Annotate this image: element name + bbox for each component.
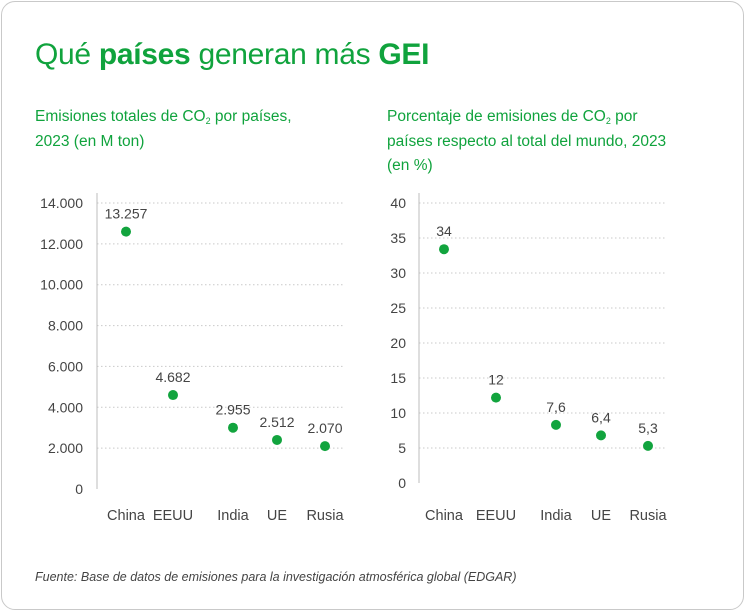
right-y-tick-label: 15 <box>390 370 406 386</box>
left-y-tick-label: 14.000 <box>40 195 83 211</box>
left-category-label: EEUU <box>153 508 193 524</box>
right-data-label: 12 <box>488 372 504 388</box>
right-point <box>551 419 561 430</box>
right-y-tick-label: 20 <box>390 335 406 351</box>
chart-right-title: Porcentaje de emisiones de CO2 por países… <box>387 108 667 174</box>
left-data-label: 13.257 <box>105 206 148 222</box>
right-y-tick-label: 25 <box>390 300 406 316</box>
right-category-label: UE <box>591 508 611 524</box>
left-y-tick-label: 8.000 <box>48 318 83 334</box>
left-category-label: China <box>107 508 146 524</box>
right-y-tick-label: 10 <box>390 405 406 421</box>
right-point <box>596 430 606 441</box>
left-data-label: 2.512 <box>259 414 294 430</box>
left-point <box>228 422 238 433</box>
right-category-label: EEUU <box>476 508 516 524</box>
left-point <box>272 434 282 445</box>
right-y-tick-label: 5 <box>398 440 406 456</box>
left-category-label: UE <box>267 508 287 524</box>
left-data-label: 2.070 <box>307 420 342 436</box>
right-data-label: 7,6 <box>546 399 566 415</box>
left-y-tick-label: 2.000 <box>48 440 83 456</box>
chart-left-title: Emisiones totales de CO2 por países, 2023… <box>35 108 292 150</box>
right-category-label: China <box>425 508 464 524</box>
page-title: Qué países generan más GEI <box>35 38 430 71</box>
right-data-label: 34 <box>436 223 452 239</box>
right-y-tick-label: 40 <box>390 195 406 211</box>
left-y-tick-label: 4.000 <box>48 399 83 415</box>
left-y-tick-label: 12.000 <box>40 236 83 252</box>
left-category-label: India <box>217 508 249 524</box>
right-point <box>643 440 653 451</box>
right-category-label: Rusia <box>629 508 667 524</box>
right-y-tick-label: 0 <box>398 475 406 491</box>
left-point <box>320 441 330 452</box>
right-y-tick-label: 35 <box>390 230 406 246</box>
source-note: Fuente: Base de datos de emisiones para … <box>35 570 517 584</box>
right-category-label: India <box>540 508 572 524</box>
right-y-tick-label: 30 <box>390 265 406 281</box>
left-point <box>168 390 178 401</box>
left-data-label: 2.955 <box>215 402 250 418</box>
left-point <box>121 226 131 237</box>
left-y-tick-label: 0 <box>75 481 83 497</box>
right-data-label: 6,4 <box>591 409 611 425</box>
right-data-label: 5,3 <box>638 420 658 436</box>
right-point <box>439 244 449 255</box>
left-y-tick-label: 10.000 <box>40 277 83 293</box>
right-point <box>491 392 501 403</box>
left-y-tick-label: 6.000 <box>48 358 83 374</box>
left-data-label: 4.682 <box>155 369 190 385</box>
left-category-label: Rusia <box>306 508 344 524</box>
